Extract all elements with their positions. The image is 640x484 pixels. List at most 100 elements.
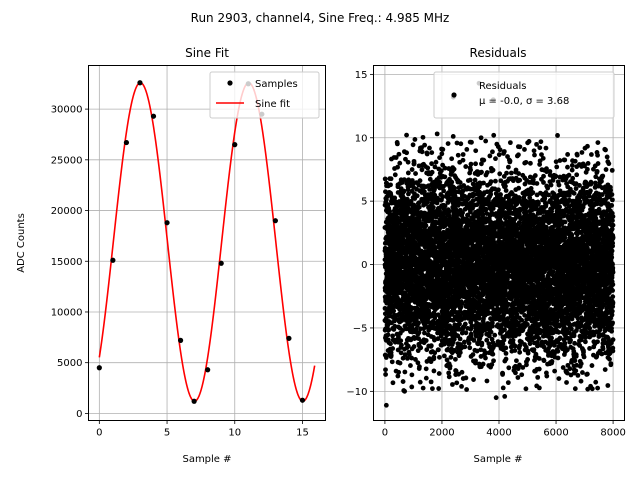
residual-point xyxy=(479,170,484,175)
sine-fit-ylabel: ADC Counts xyxy=(16,213,27,273)
residual-point xyxy=(469,140,474,145)
x-tick-label: 0 xyxy=(382,428,388,439)
residual-point xyxy=(491,133,496,138)
residual-point xyxy=(418,178,423,183)
residual-point xyxy=(432,369,437,374)
residual-point xyxy=(425,152,430,157)
residual-point xyxy=(492,333,497,338)
x-tick-label: 0 xyxy=(96,428,102,439)
residual-point xyxy=(437,355,442,360)
residual-point xyxy=(457,322,462,327)
residual-point xyxy=(429,379,434,384)
residual-point xyxy=(490,352,495,357)
x-tick-label: 5 xyxy=(164,428,170,439)
residual-point xyxy=(473,178,478,183)
residual-point xyxy=(451,134,456,139)
sample-point xyxy=(137,80,142,85)
legend-samples-label: Samples xyxy=(255,79,298,90)
residual-point xyxy=(471,352,476,357)
residual-point xyxy=(460,370,465,375)
residual-point xyxy=(397,161,402,166)
residual-point xyxy=(508,140,513,145)
residual-point xyxy=(503,346,508,351)
residual-point xyxy=(496,187,501,192)
residual-point xyxy=(395,141,400,146)
residual-point xyxy=(518,144,523,149)
residual-point xyxy=(456,153,461,158)
residual-point xyxy=(383,367,388,372)
residual-point xyxy=(402,189,407,194)
residual-point xyxy=(517,350,522,355)
residual-point xyxy=(514,358,519,363)
sine-fit-title: Sine Fit xyxy=(185,46,229,60)
residual-point xyxy=(469,162,474,167)
residual-point xyxy=(477,316,482,321)
residual-point xyxy=(485,170,490,175)
x-tick-label: 10 xyxy=(228,428,241,439)
residual-point xyxy=(516,152,521,157)
residual-point xyxy=(399,343,404,348)
y-tick-label: −5 xyxy=(353,323,368,334)
residual-point xyxy=(479,341,484,346)
residual-point xyxy=(412,161,417,166)
sine-fit-plot-area xyxy=(97,80,315,404)
residual-point xyxy=(417,364,422,369)
residual-point xyxy=(397,152,402,157)
residual-point xyxy=(464,330,469,335)
residual-point xyxy=(442,354,447,359)
residual-point xyxy=(513,370,518,375)
y-tick-label: 20000 xyxy=(51,206,83,217)
x-tick-label: 6000 xyxy=(543,428,568,439)
residual-point xyxy=(500,342,505,347)
residual-point xyxy=(411,142,416,147)
residual-point xyxy=(418,380,423,385)
residual-point xyxy=(389,353,394,358)
residual-point xyxy=(473,161,478,166)
residual-point xyxy=(503,184,508,189)
residual-point xyxy=(424,223,429,228)
residual-point xyxy=(458,141,463,146)
y-tick-label: 0 xyxy=(76,409,82,420)
x-tick-label: 15 xyxy=(296,428,309,439)
residual-point xyxy=(471,377,476,382)
residual-point xyxy=(424,366,429,371)
residual-point xyxy=(493,156,498,161)
sample-point xyxy=(178,338,183,343)
residual-point xyxy=(479,135,484,140)
residual-point xyxy=(424,376,429,381)
residual-point xyxy=(395,165,400,170)
residual-point xyxy=(468,178,473,183)
residual-point xyxy=(422,143,427,148)
residual-point xyxy=(431,205,436,210)
y-tick-label: 10 xyxy=(355,133,368,144)
residual-point xyxy=(453,357,458,362)
y-tick-label: 5000 xyxy=(57,358,82,369)
residual-point xyxy=(498,147,503,152)
residual-point xyxy=(412,344,417,349)
residual-point xyxy=(506,365,511,370)
sine-fit-legend: Samples Sine fit xyxy=(210,72,319,118)
residual-point xyxy=(464,376,469,381)
residual-point xyxy=(406,171,411,176)
sample-point xyxy=(97,365,102,370)
sine-fit-frame xyxy=(89,66,326,421)
residual-point xyxy=(437,180,442,185)
residual-point xyxy=(506,165,511,170)
residual-point xyxy=(467,341,472,346)
y-tick-label: 0 xyxy=(361,260,367,271)
residual-point xyxy=(440,147,445,152)
residual-point xyxy=(464,147,469,152)
residual-point xyxy=(410,167,415,172)
sample-point xyxy=(192,399,197,404)
residual-point xyxy=(463,164,468,169)
sample-point xyxy=(273,218,278,223)
residual-point xyxy=(390,346,395,351)
residual-point xyxy=(413,171,418,176)
residual-point xyxy=(421,386,426,391)
residual-point xyxy=(437,371,442,376)
residual-point xyxy=(516,171,521,176)
sample-point xyxy=(164,220,169,225)
